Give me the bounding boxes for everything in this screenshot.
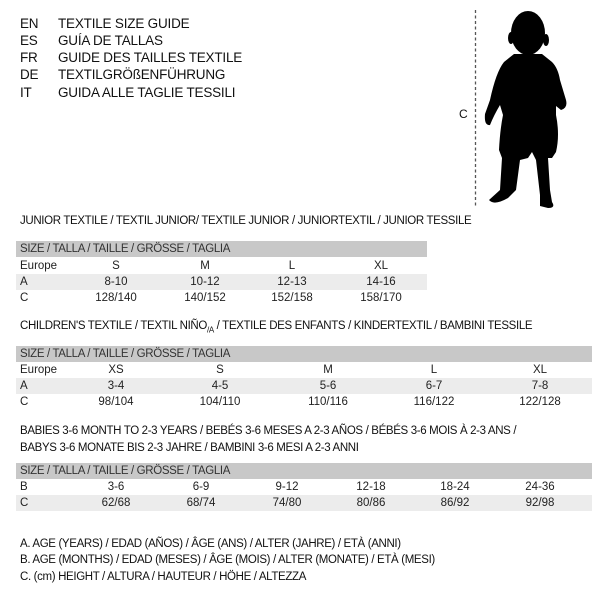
table-cell: 10-12 [190, 276, 220, 288]
table-cell: 98/104 [98, 396, 134, 408]
lang-title-fr: GUIDE DES TAILLES TEXTILE [58, 50, 243, 65]
children-section-title: CHILDREN'S TEXTILE / TEXTIL NIÑO/A / TEX… [20, 320, 533, 335]
row-label: A [20, 380, 28, 392]
lang-code-de: DE [20, 67, 39, 82]
table-cell: 12-13 [277, 276, 307, 288]
junior-table-header: SIZE / TALLA / TAILLE / GRÖSSE / TAGLIA [16, 241, 427, 257]
table-cell: 68/74 [186, 497, 216, 509]
row-label: C [20, 497, 29, 509]
row-label: C [20, 396, 29, 408]
table-cell: 74/80 [272, 497, 302, 509]
table-row: C 98/104 104/110 110/116 116/122 122/128 [16, 394, 592, 410]
table-row: C 128/140 140/152 152/158 158/170 [16, 290, 427, 306]
table-cell: XL [532, 364, 548, 376]
table-cell: XL [373, 260, 389, 272]
table-row: A 8-10 10-12 12-13 14-16 [16, 274, 427, 290]
lang-code-en: EN [20, 16, 39, 31]
lang-code-it: IT [20, 85, 32, 100]
children-title-sub: /A [206, 325, 214, 335]
table-cell: S [216, 364, 224, 376]
table-cell: 128/140 [95, 292, 137, 304]
lang-title-it: GUIDA ALLE TAGLIE TESSILI [58, 85, 236, 100]
table-cell: 18-24 [440, 481, 470, 493]
table-cell: L [288, 260, 296, 272]
table-cell: 158/170 [360, 292, 402, 304]
height-label: C [459, 107, 468, 121]
table-cell: 3-4 [107, 380, 125, 392]
table-cell: S [112, 260, 120, 272]
babies-section-title-line1: BABIES 3-6 MONTH TO 2-3 YEARS / BEBÉS 3-… [20, 425, 517, 437]
table-cell: 140/152 [184, 292, 226, 304]
junior-section-title: JUNIOR TEXTILE / TEXTIL JUNIOR/ TEXTILE … [20, 215, 472, 227]
legend-b: B. AGE (MONTHS) / EDAD (MESES) / ÂGE (MO… [20, 554, 435, 566]
legend-c: C. (cm) HEIGHT / ALTURA / HAUTEUR / HÖHE… [20, 571, 307, 583]
table-row: B 3-6 6-9 9-12 12-18 18-24 24-36 [16, 479, 592, 495]
table-cell: 9-12 [275, 481, 299, 493]
table-cell: 4-5 [211, 380, 229, 392]
lang-code-fr: FR [20, 50, 38, 65]
table-cell: 152/158 [271, 292, 313, 304]
table-cell: 6-9 [192, 481, 210, 493]
table-cell: 6-7 [425, 380, 443, 392]
table-cell: 24-36 [525, 481, 555, 493]
table-row: C 62/68 68/74 74/80 80/86 86/92 92/98 [16, 495, 592, 511]
lang-title-de: TEXTILGRÖßENFÜHRUNG [58, 67, 226, 82]
table-cell: 7-8 [531, 380, 549, 392]
table-cell: 116/122 [413, 396, 455, 408]
children-title-main: CHILDREN'S TEXTILE / TEXTIL NIÑO [20, 320, 207, 332]
table-cell: 80/86 [356, 497, 386, 509]
table-cell: 62/68 [101, 497, 131, 509]
table-cell: 104/110 [199, 396, 241, 408]
lang-title-es: GUÍA DE TALLAS [58, 33, 163, 48]
table-cell: 86/92 [440, 497, 470, 509]
table-cell: 12-18 [356, 481, 386, 493]
table-cell: 14-16 [366, 276, 396, 288]
table-cell: M [323, 364, 333, 376]
table-row: Europe S M L XL [16, 258, 427, 274]
row-label: A [20, 276, 28, 288]
table-cell: XS [108, 364, 124, 376]
children-title-rest: / TEXTILE DES ENFANTS / KINDERTEXTIL / B… [213, 320, 533, 332]
table-cell: 92/98 [525, 497, 555, 509]
babies-section-title-line2: BABYS 3-6 MONATE BIS 2-3 JAHRE / BAMBINI… [20, 442, 359, 454]
table-cell: 8-10 [104, 276, 128, 288]
table-cell: 3-6 [107, 481, 125, 493]
row-label: B [20, 481, 28, 493]
children-table-header: SIZE / TALLA / TAILLE / GRÖSSE / TAGLIA [16, 346, 592, 362]
table-row: Europe XS S M L XL [16, 362, 592, 378]
table-cell: 5-6 [319, 380, 337, 392]
row-label: Europe [20, 260, 58, 272]
legend-a: A. AGE (YEARS) / EDAD (AÑOS) / ÂGE (ANS)… [20, 538, 401, 550]
table-cell: M [200, 260, 210, 272]
babies-table-header: SIZE / TALLA / TAILLE / GRÖSSE / TAGLIA [16, 463, 592, 479]
row-label: Europe [20, 364, 58, 376]
lang-code-es: ES [20, 33, 38, 48]
table-cell: L [430, 364, 438, 376]
row-label: C [20, 292, 29, 304]
child-silhouette-figure [474, 10, 567, 208]
table-cell: 110/116 [308, 396, 348, 408]
lang-title-en: TEXTILE SIZE GUIDE [58, 16, 190, 31]
child-silhouette-icon [484, 11, 567, 208]
table-row: A 3-4 4-5 5-6 6-7 7-8 [16, 378, 592, 394]
table-cell: 122/128 [519, 396, 561, 408]
